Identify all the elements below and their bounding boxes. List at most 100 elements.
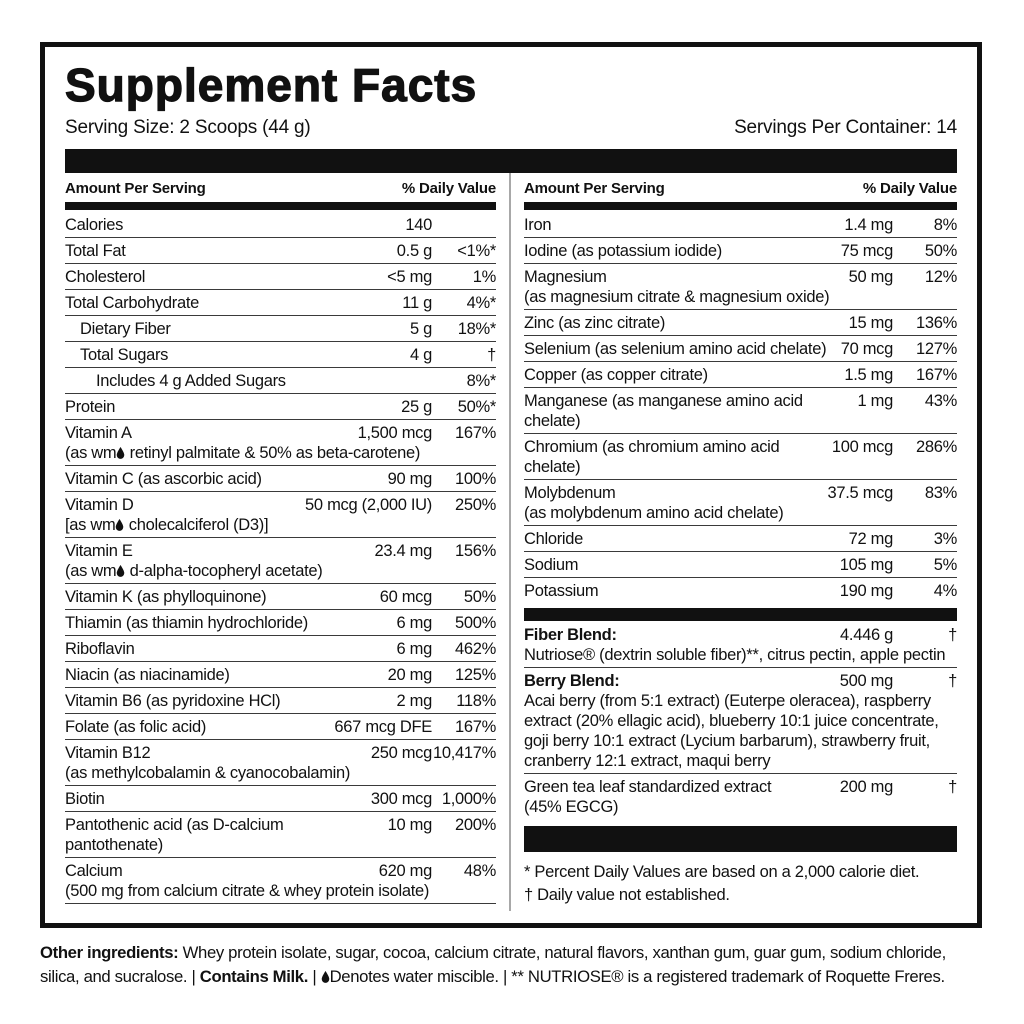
facts-column-left: Amount Per Serving % Daily Value Calorie… — [65, 173, 511, 911]
nutrient-amount: 250 mcg — [370, 744, 432, 763]
nutrient-row: Protein 25 g 50%* — [65, 394, 496, 421]
nutrient-amount: 4.446 g — [840, 626, 893, 645]
nutrient-row: Total Carbohydrate 11 g 4%* — [65, 290, 497, 317]
panel-title: Supplement Facts — [64, 59, 478, 111]
nutrient-amount: 4 g — [409, 346, 432, 365]
nutrient-row-main: Vitamin B6 (as pyridoxine HCl) 2 mg 118% — [65, 691, 496, 711]
nutrient-amount: 200 mg — [839, 778, 894, 797]
nutrient-daily-value: 136% — [915, 314, 957, 333]
nutrient-row-main: Vitamin B12 250 mcg 10,417% — [65, 743, 496, 763]
nutrient-row: Selenium (as selenium amino acid chelate… — [524, 336, 957, 363]
column-header-daily-value: % Daily Value — [862, 180, 957, 198]
nutrient-daily-value: † — [948, 672, 957, 691]
nutrient-amount: 70 mcg — [840, 340, 894, 359]
facts-column-right: Amount Per Serving % Daily Value Iron 1.… — [511, 173, 957, 911]
blend-section-divider-bar — [524, 608, 957, 622]
nutrient-daily-value: 286% — [915, 438, 957, 457]
nutrient-daily-value: 118% — [456, 692, 496, 711]
other-ingredients-note: Other ingredients: Whey protein isolate,… — [40, 941, 984, 989]
nutrient-row: Chromium (as chromium amino acid chelate… — [524, 434, 957, 481]
nutrient-daily-value: 4%* — [466, 294, 497, 313]
nutrient-name: Iodine (as potassium iodide) — [524, 242, 722, 261]
nutrient-amount: 0.5 g — [396, 242, 433, 261]
water-miscible-note: Denotes water miscible. — [321, 967, 499, 986]
nutrient-row-main: Pantothenic acid (as D-calcium pantothen… — [65, 815, 496, 855]
column-header-daily-value: % Daily Value — [401, 180, 496, 198]
nutrient-row-main: Total Fat 0.5 g <1%* — [65, 241, 496, 261]
nutrient-amount: 1.5 mg — [844, 366, 893, 385]
nutrient-daily-value: † — [948, 778, 957, 797]
nutrient-row-main: Molybdenum 37.5 mcg 83% — [524, 483, 957, 503]
nutrient-row: Total Sugars 4 g † — [65, 342, 496, 369]
nutrient-row: Vitamin D 50 mcg (2,000 IU) 250% [as wm … — [65, 492, 496, 539]
water-droplet-icon — [116, 447, 125, 460]
nutrient-daily-value: 18%* — [457, 320, 497, 339]
nutrient-row: Potassium 190 mg 4% — [524, 578, 957, 603]
nutrient-amount: 50 mg — [848, 268, 894, 287]
nutrient-amount: 140 — [405, 216, 432, 235]
nutrient-amount: 15 mg — [848, 314, 894, 333]
nutrient-row: Folate (as folic acid) 667 mcg DFE 167% — [65, 714, 496, 741]
nutrient-daily-value: 200% — [454, 816, 496, 835]
nutrient-row-main: Chromium (as chromium amino acid chelate… — [524, 437, 957, 477]
nutrient-name: Dietary Fiber — [80, 320, 171, 339]
nutrient-row-main: Calories 140 — [65, 215, 496, 235]
nutrient-row-main: Berry Blend: 500 mg † — [524, 671, 957, 691]
nutrient-row-main: Dietary Fiber 5 g 18%* — [65, 319, 496, 339]
nutrient-row-main: Vitamin C (as ascorbic acid) 90 mg 100% — [65, 469, 496, 489]
nutrient-amount: 5 g — [409, 320, 432, 339]
nutrient-daily-value: 12% — [924, 268, 957, 287]
nutrient-row: Iodine (as potassium iodide) 75 mcg 50% — [524, 238, 957, 265]
nutrient-amount: 105 mg — [839, 556, 894, 575]
nutrient-daily-value: 127% — [915, 340, 957, 359]
nutrient-name: Green tea leaf standardized extract — [524, 778, 772, 797]
nutrient-row: Chloride 72 mg 3% — [524, 526, 957, 553]
nutrient-row: Total Fat 0.5 g <1%* — [65, 238, 496, 265]
nutrient-name: Chloride — [524, 530, 584, 549]
column-header-bar — [65, 202, 496, 211]
nutrient-name: Folate (as folic acid) — [65, 718, 207, 737]
nutrient-row: Vitamin K (as phylloquinone) 60 mcg 50% — [65, 584, 496, 611]
nutrient-name: Chromium (as chromium amino acid chelate… — [524, 438, 780, 477]
nutrient-daily-value: 462% — [454, 640, 496, 659]
nutrient-amount: 100 mcg — [831, 438, 893, 457]
nutrient-amount: 620 mg — [378, 862, 433, 881]
nutrient-daily-value: 50% — [924, 242, 957, 261]
other-ingredients-label: Other ingredients: — [40, 943, 179, 962]
nutrient-row: Biotin 300 mcg 1,000% — [65, 786, 496, 813]
nutrient-amount: 72 mg — [848, 530, 894, 549]
nutrient-daily-value: 50% — [463, 588, 496, 607]
nutrient-row: Zinc (as zinc citrate) 15 mg 136% — [524, 310, 957, 337]
nutrient-row: Sodium 105 mg 5% — [524, 552, 957, 579]
nutrient-row: Vitamin B12 250 mcg 10,417% (as methylco… — [65, 740, 496, 787]
facts-columns: Amount Per Serving % Daily Value Calorie… — [65, 173, 957, 911]
nutrient-name: Pantothenic acid (as D-calcium pantothen… — [65, 816, 284, 855]
nutrient-daily-value: 125% — [454, 666, 496, 685]
nutrient-amount: 60 mcg — [379, 588, 433, 607]
nutrient-name: Vitamin B6 (as pyridoxine HCl) — [65, 692, 281, 711]
nutrient-row: Molybdenum 37.5 mcg 83% (as molybdenum a… — [524, 480, 957, 527]
nutrient-name: Calories — [65, 216, 124, 235]
nutrient-amount: 50 mcg (2,000 IU) — [305, 496, 432, 515]
nutrient-row: Pantothenic acid (as D-calcium pantothen… — [65, 812, 496, 859]
nutrient-name: Vitamin A — [65, 424, 132, 443]
nutrient-row-main: Niacin (as niacinamide) 20 mg 125% — [65, 665, 496, 685]
nutrient-amount: 75 mcg — [840, 242, 894, 261]
nutrient-subtext: (as molybdenum amino acid chelate) — [524, 504, 784, 523]
nutrient-row-main: Potassium 190 mg 4% — [524, 581, 957, 601]
nutrient-row-main: Copper (as copper citrate) 1.5 mg 167% — [524, 365, 957, 385]
nutrient-name: Biotin — [65, 790, 105, 809]
serving-info-row: Serving Size: 2 Scoops (44 g) Servings P… — [65, 117, 957, 139]
nutrient-amount: 500 mg — [839, 672, 894, 691]
nutrient-row-main: Riboflavin 6 mg 462% — [65, 639, 496, 659]
nutrient-amount: 300 mcg — [370, 790, 432, 809]
nutrient-row-main: Iron 1.4 mg 8% — [524, 215, 957, 235]
nutrient-subtext: Acai berry (from 5:1 extract) (Euterpe o… — [524, 692, 939, 771]
nutrient-subtext: (as wm retinyl palmitate & 50% as beta-c… — [65, 444, 421, 463]
footnotes: * Percent Daily Values are based on a 2,… — [524, 852, 957, 907]
column-header-left: Amount Per Serving % Daily Value — [65, 173, 496, 202]
nutrient-row-main: Total Sugars 4 g † — [65, 345, 496, 365]
water-droplet-icon — [116, 565, 125, 578]
nutrient-row-main: Vitamin A 1,500 mcg 167% — [65, 423, 496, 443]
